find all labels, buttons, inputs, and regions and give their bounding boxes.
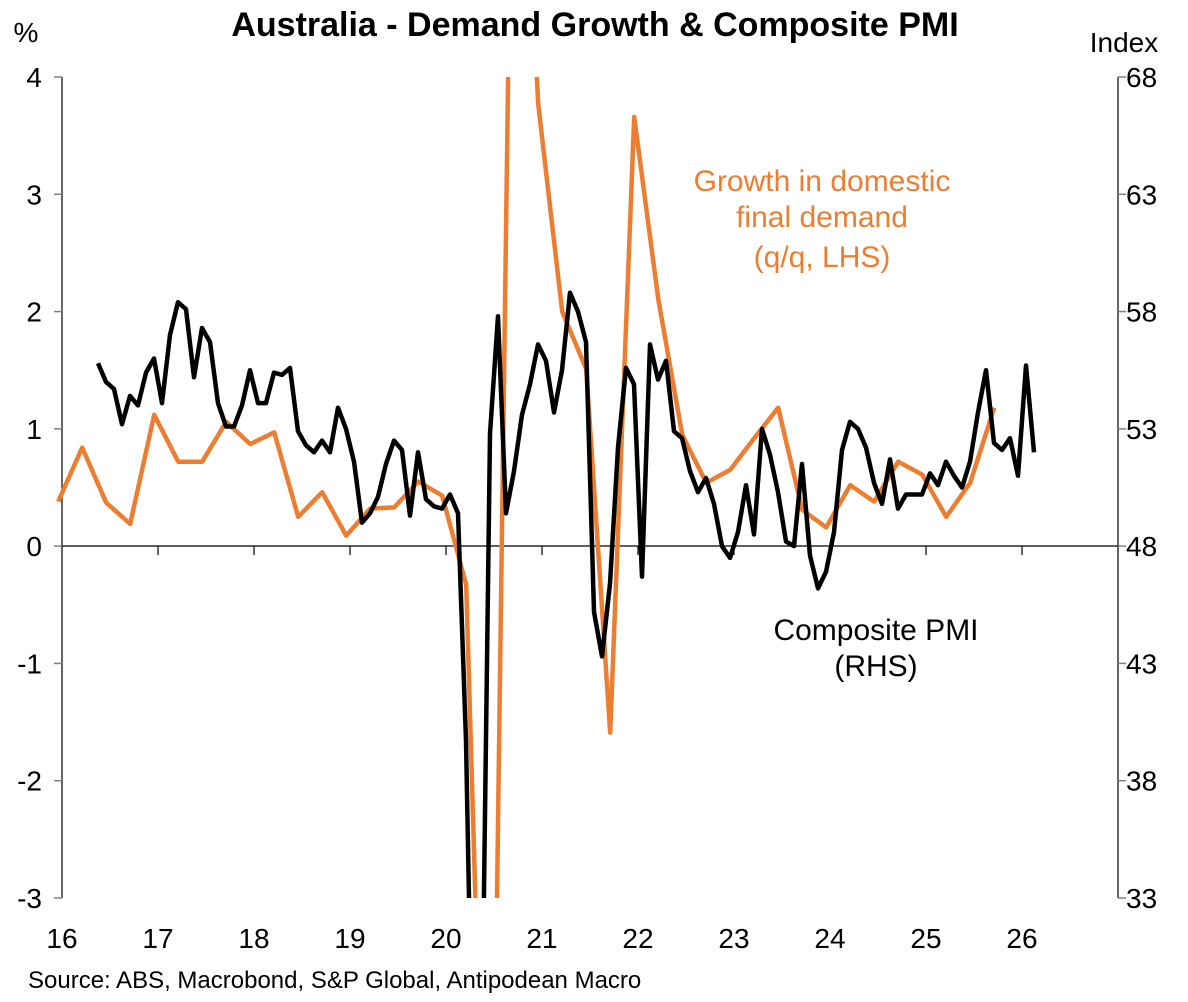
right-tick-label: 68 (1126, 62, 1157, 93)
right-tick-label: 33 (1126, 883, 1157, 914)
annotation-pmi-line1: Composite PMI (773, 614, 978, 647)
left-tick-label: -3 (17, 883, 42, 914)
left-tick-label: 4 (26, 62, 42, 93)
x-tick-label: 25 (910, 923, 941, 954)
right-tick-label: 43 (1126, 648, 1157, 679)
x-tick-label: 17 (142, 923, 173, 954)
x-tick-label: 23 (718, 923, 749, 954)
annotation-demand: Growth in domestic final demand (q/q, LH… (694, 165, 951, 274)
annotation-demand-line3: (q/q, LHS) (754, 241, 891, 274)
annotation-pmi: Composite PMI (RHS) (773, 614, 978, 683)
x-tick-label: 20 (430, 923, 461, 954)
annotation-demand-line1: Growth in domestic (694, 165, 951, 198)
left-axis-unit: % (14, 17, 39, 48)
x-tick-label: 18 (238, 923, 269, 954)
right-axis-unit: Index (1090, 27, 1159, 58)
x-tick-label: 19 (334, 923, 365, 954)
left-tick-label: -2 (17, 766, 42, 797)
left-tick-label: 3 (26, 179, 42, 210)
left-tick-label: -1 (17, 648, 42, 679)
annotation-demand-line2: final demand (736, 201, 908, 234)
x-tick-label: 22 (622, 923, 653, 954)
right-tick-label: 38 (1126, 766, 1157, 797)
left-tick-label: 1 (26, 414, 42, 445)
source-note: Source: ABS, Macrobond, S&P Global, Anti… (28, 967, 641, 994)
right-tick-label: 63 (1126, 179, 1157, 210)
x-tick-label: 26 (1006, 923, 1037, 954)
left-tick-label: 2 (26, 297, 42, 328)
right-tick-label: 53 (1126, 414, 1157, 445)
series-line-pmi (95, 290, 1037, 899)
chart-title: Australia - Demand Growth & Composite PM… (231, 6, 958, 44)
right-tick-label: 58 (1126, 297, 1157, 328)
x-tick-label: 21 (526, 923, 557, 954)
left-tick-label: 0 (26, 531, 42, 562)
x-tick-label: 16 (46, 923, 77, 954)
x-tick-label: 24 (814, 923, 845, 954)
annotation-pmi-line2: (RHS) (834, 650, 917, 683)
right-tick-label: 48 (1126, 531, 1157, 562)
